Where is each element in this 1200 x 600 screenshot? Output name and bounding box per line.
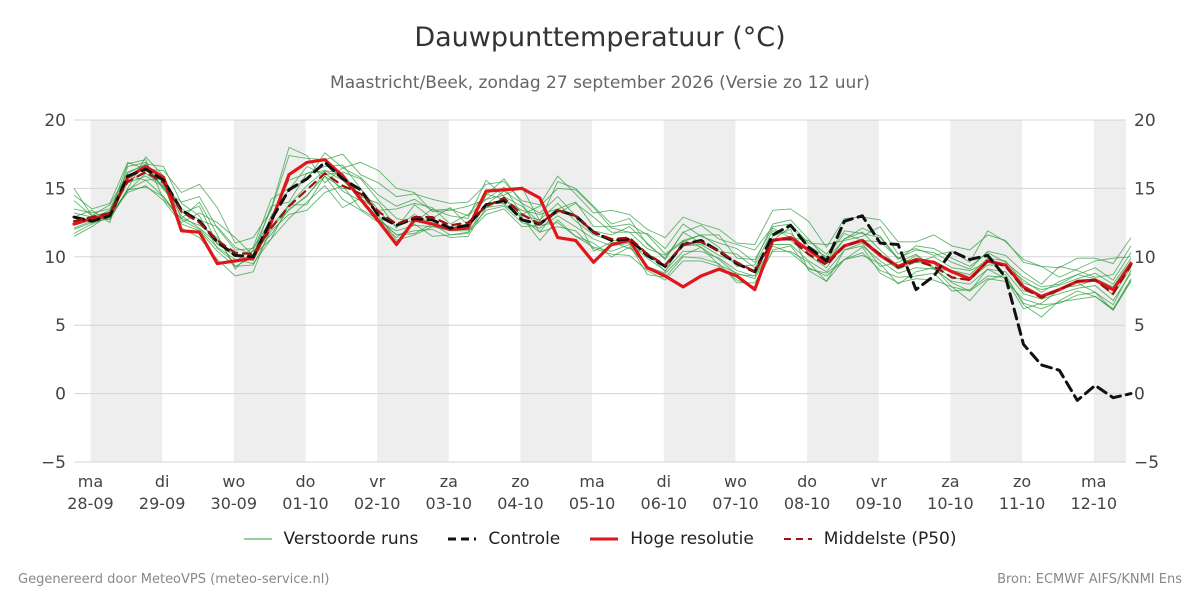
legend-item-hires: Hoge resolutie: [590, 529, 754, 549]
x-tick-date: 04-10: [497, 494, 544, 513]
legend-swatch-median: [783, 538, 812, 540]
footer-source: Bron: ECMWF AIFS/KNMI Ens: [997, 572, 1182, 587]
y-tick-label-left: −5: [41, 453, 66, 473]
y-tick-label-right: 15: [1134, 179, 1156, 199]
ensemble-member-line: [73, 185, 1132, 311]
x-tick-day: za: [440, 472, 458, 491]
x-tick-day: za: [941, 472, 959, 491]
y-tick-label-right: 0: [1134, 385, 1145, 405]
x-tick-date: 11-10: [999, 494, 1046, 513]
day-band-5: [807, 120, 879, 462]
x-tick-date: 28-09: [67, 494, 114, 513]
x-tick-date: 05-10: [569, 494, 616, 513]
chart-subtitle: Maastricht/Beek, zondag 27 september 202…: [330, 73, 870, 93]
x-tick-date: 03-10: [426, 494, 473, 513]
x-tick-day: di: [656, 472, 671, 491]
x-tick-day: vr: [871, 472, 887, 491]
x-tick-day: ma: [579, 472, 604, 491]
x-tick-day: wo: [222, 472, 245, 491]
x-tick-date: 01-10: [282, 494, 329, 513]
x-tick-day: do: [295, 472, 315, 491]
legend-label-median: Middelste (P50): [823, 529, 957, 549]
ensemble-member-line: [73, 153, 1132, 269]
legend-item-members: Verstoorde runs: [243, 529, 419, 549]
ensemble-member-line: [73, 171, 1132, 302]
legend-swatch-control: [448, 537, 477, 541]
legend-label-control: Controle: [488, 529, 561, 549]
x-tick-date: 06-10: [641, 494, 688, 513]
legend-item-median: Middelste (P50): [783, 529, 957, 549]
ensemble-member-line: [73, 164, 1132, 288]
legend-swatch-members: [243, 538, 272, 540]
y-tick-label-left: 15: [44, 179, 66, 199]
x-tick-day: wo: [724, 472, 747, 491]
x-tick-day: ma: [78, 472, 103, 491]
series-line-middelste-p50-: [72, 170, 1133, 299]
ensemble-member-line: [73, 172, 1132, 318]
day-band-2: [377, 120, 449, 462]
chart-title: Dauwpunttemperatuur (°C): [414, 22, 786, 53]
y-tick-label-right: 5: [1134, 316, 1145, 336]
chart-legend: Verstoorde runs Controle Hoge resolutie …: [0, 529, 1200, 549]
legend-item-control: Controle: [448, 529, 560, 549]
x-tick-date: 12-10: [1071, 494, 1118, 513]
x-tick-date: 07-10: [712, 494, 759, 513]
x-tick-day: do: [797, 472, 817, 491]
x-tick-date: 30-09: [211, 494, 258, 513]
x-tick-date: 02-10: [354, 494, 401, 513]
y-tick-label-right: 20: [1134, 111, 1156, 131]
day-band-3: [520, 120, 593, 462]
x-tick-date: 09-10: [856, 494, 903, 513]
x-tick-date: 10-10: [927, 494, 974, 513]
series-line-controle: [72, 160, 1133, 402]
day-band-6: [950, 120, 1023, 462]
legend-swatch-hires: [590, 537, 619, 541]
x-tick-day: zo: [511, 472, 529, 491]
y-tick-label-left: 5: [55, 316, 66, 336]
day-band-7: [1093, 120, 1126, 462]
ensemble-member-line: [73, 152, 1132, 285]
x-tick-day: vr: [369, 472, 385, 491]
legend-label-members: Verstoorde runs: [283, 529, 419, 549]
footer-credit: Gegenereerd door MeteoVPS (meteo-service…: [18, 572, 330, 587]
y-tick-label-left: 20: [44, 111, 66, 131]
x-tick-day: di: [155, 472, 170, 491]
x-tick-date: 29-09: [139, 494, 186, 513]
day-band-1: [233, 120, 306, 462]
day-band-4: [663, 120, 736, 462]
y-tick-label-left: 10: [44, 248, 66, 268]
x-tick-day: ma: [1081, 472, 1106, 491]
legend-label-hires: Hoge resolutie: [630, 529, 754, 549]
series-line-hoge-resolutie: [72, 158, 1133, 299]
x-tick-day: zo: [1013, 472, 1031, 491]
y-tick-label-left: 0: [55, 385, 66, 405]
x-tick-date: 08-10: [784, 494, 831, 513]
y-tick-label-right: −5: [1134, 453, 1159, 473]
y-tick-label-right: 10: [1134, 248, 1156, 268]
